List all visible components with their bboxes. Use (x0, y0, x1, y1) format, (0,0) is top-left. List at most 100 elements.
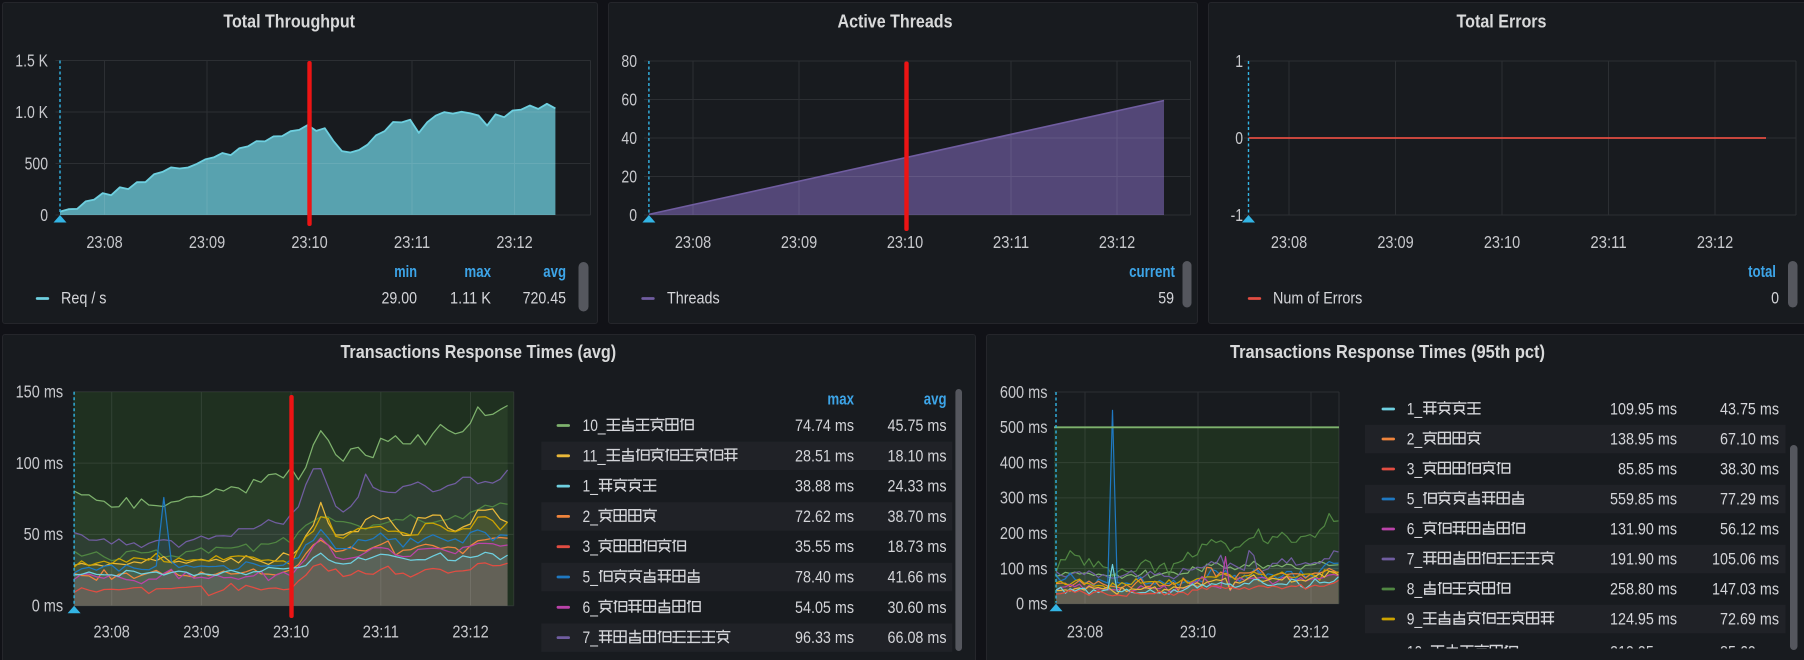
svg-text:Transactions Response Times (a: Transactions Response Times (avg) (340, 342, 616, 362)
svg-text:6_: 6_ (583, 599, 599, 617)
svg-text:1.5 K: 1.5 K (15, 50, 48, 70)
svg-text:avg: avg (543, 263, 566, 281)
svg-text:559.85 ms: 559.85 ms (1610, 491, 1677, 509)
svg-text:80: 80 (621, 51, 637, 71)
svg-text:23:09: 23:09 (189, 232, 225, 252)
svg-text:38.70 ms: 38.70 ms (888, 508, 947, 526)
svg-text:11_: 11_ (583, 447, 607, 465)
svg-text:85.85 ms: 85.85 ms (1618, 461, 1677, 479)
svg-text:66.08 ms: 66.08 ms (888, 629, 947, 647)
svg-text:24.33 ms: 24.33 ms (888, 478, 947, 496)
svg-text:Transactions Response Times (9: Transactions Response Times (95th pct) (1230, 342, 1545, 362)
svg-text:18.10 ms: 18.10 ms (888, 447, 947, 465)
svg-text:41.66 ms: 41.66 ms (888, 569, 947, 587)
svg-text:105.06 ms: 105.06 ms (1712, 551, 1779, 569)
svg-text:38.88 ms: 38.88 ms (795, 478, 854, 496)
svg-text:5_: 5_ (583, 569, 599, 587)
svg-text:max: max (827, 390, 854, 408)
svg-text:50 ms: 50 ms (24, 524, 64, 544)
svg-text:0 ms: 0 ms (32, 596, 64, 616)
svg-text:23:12: 23:12 (452, 621, 488, 641)
svg-text:7_: 7_ (583, 629, 599, 647)
svg-text:23:09: 23:09 (781, 232, 817, 252)
svg-text:23:10: 23:10 (273, 621, 310, 641)
svg-text:23:08: 23:08 (675, 232, 711, 252)
svg-text:131.90 ms: 131.90 ms (1610, 521, 1677, 539)
svg-text:20: 20 (621, 166, 637, 186)
svg-text:191.90 ms: 191.90 ms (1610, 551, 1677, 569)
svg-text:5_: 5_ (1407, 491, 1423, 509)
svg-text:59: 59 (1158, 289, 1174, 307)
svg-text:109.95 ms: 109.95 ms (1610, 401, 1677, 419)
svg-text:0 ms: 0 ms (1016, 594, 1048, 614)
svg-text:43.75 ms: 43.75 ms (1720, 401, 1779, 419)
svg-text:85.69 ms: 85.69 ms (1720, 644, 1779, 660)
svg-text:23:08: 23:08 (1067, 621, 1103, 641)
svg-text:500: 500 (25, 153, 49, 173)
svg-text:78.40 ms: 78.40 ms (795, 569, 854, 587)
svg-text:400 ms: 400 ms (1000, 452, 1048, 472)
svg-text:23:12: 23:12 (1697, 232, 1733, 252)
svg-text:0: 0 (1771, 289, 1779, 307)
svg-text:56.12 ms: 56.12 ms (1720, 521, 1779, 539)
svg-text:258.80 ms: 258.80 ms (1610, 581, 1677, 599)
svg-text:40: 40 (621, 128, 637, 148)
svg-text:147.03 ms: 147.03 ms (1712, 581, 1779, 599)
svg-text:1.0 K: 1.0 K (15, 102, 48, 122)
svg-text:45.75 ms: 45.75 ms (888, 417, 947, 435)
svg-text:1.11 K: 1.11 K (450, 289, 491, 307)
svg-text:23:08: 23:08 (86, 232, 122, 252)
svg-text:124.95 ms: 124.95 ms (1610, 611, 1677, 629)
svg-text:77.29 ms: 77.29 ms (1720, 491, 1779, 509)
svg-text:23:11: 23:11 (363, 621, 399, 641)
svg-text:100 ms: 100 ms (1000, 558, 1048, 578)
svg-text:10_: 10_ (583, 417, 607, 435)
svg-text:avg: avg (924, 390, 947, 408)
svg-text:7_: 7_ (1407, 551, 1423, 569)
svg-text:min: min (394, 263, 417, 281)
svg-text:219.95 ms: 219.95 ms (1610, 644, 1677, 660)
svg-text:0: 0 (40, 205, 48, 225)
svg-text:300 ms: 300 ms (1000, 488, 1048, 508)
svg-text:23:08: 23:08 (94, 621, 130, 641)
svg-text:max: max (464, 263, 491, 281)
svg-text:720.45: 720.45 (523, 289, 566, 307)
svg-text:23:09: 23:09 (183, 621, 219, 641)
svg-text:30.60 ms: 30.60 ms (888, 599, 947, 617)
svg-text:0: 0 (629, 205, 637, 225)
svg-text:23:10: 23:10 (291, 232, 328, 252)
svg-text:18.73 ms: 18.73 ms (888, 538, 947, 556)
svg-text:2_: 2_ (1407, 431, 1423, 449)
svg-text:current: current (1129, 263, 1175, 281)
svg-text:38.30 ms: 38.30 ms (1720, 461, 1779, 479)
svg-text:23:11: 23:11 (1590, 232, 1626, 252)
svg-text:10_: 10_ (1407, 644, 1431, 660)
svg-text:35.55 ms: 35.55 ms (795, 538, 854, 556)
svg-text:Threads: Threads (667, 289, 720, 307)
svg-text:29.00: 29.00 (382, 289, 418, 307)
svg-text:1: 1 (1235, 51, 1243, 71)
svg-text:96.33 ms: 96.33 ms (795, 629, 854, 647)
svg-text:1_: 1_ (583, 478, 599, 496)
svg-text:Req / s: Req / s (61, 289, 107, 307)
svg-text:Total Errors: Total Errors (1457, 12, 1547, 32)
svg-text:60: 60 (621, 89, 637, 109)
svg-text:23:12: 23:12 (1293, 621, 1329, 641)
svg-text:Active Threads: Active Threads (838, 12, 953, 32)
svg-text:138.95 ms: 138.95 ms (1610, 431, 1677, 449)
svg-text:100 ms: 100 ms (16, 453, 64, 473)
svg-text:23:10: 23:10 (1180, 621, 1217, 641)
svg-text:23:12: 23:12 (496, 232, 532, 252)
svg-text:23:09: 23:09 (1377, 232, 1413, 252)
svg-text:1_: 1_ (1407, 401, 1423, 419)
svg-text:2_: 2_ (583, 508, 599, 526)
svg-text:23:10: 23:10 (1484, 232, 1521, 252)
svg-text:67.10 ms: 67.10 ms (1720, 431, 1779, 449)
svg-text:total: total (1748, 263, 1776, 281)
svg-text:74.74 ms: 74.74 ms (795, 417, 854, 435)
svg-text:3_: 3_ (583, 538, 599, 556)
svg-text:Num of Errors: Num of Errors (1273, 289, 1362, 307)
svg-text:54.05 ms: 54.05 ms (795, 599, 854, 617)
svg-text:Total Throughput: Total Throughput (223, 12, 355, 32)
svg-text:9_: 9_ (1407, 611, 1423, 629)
